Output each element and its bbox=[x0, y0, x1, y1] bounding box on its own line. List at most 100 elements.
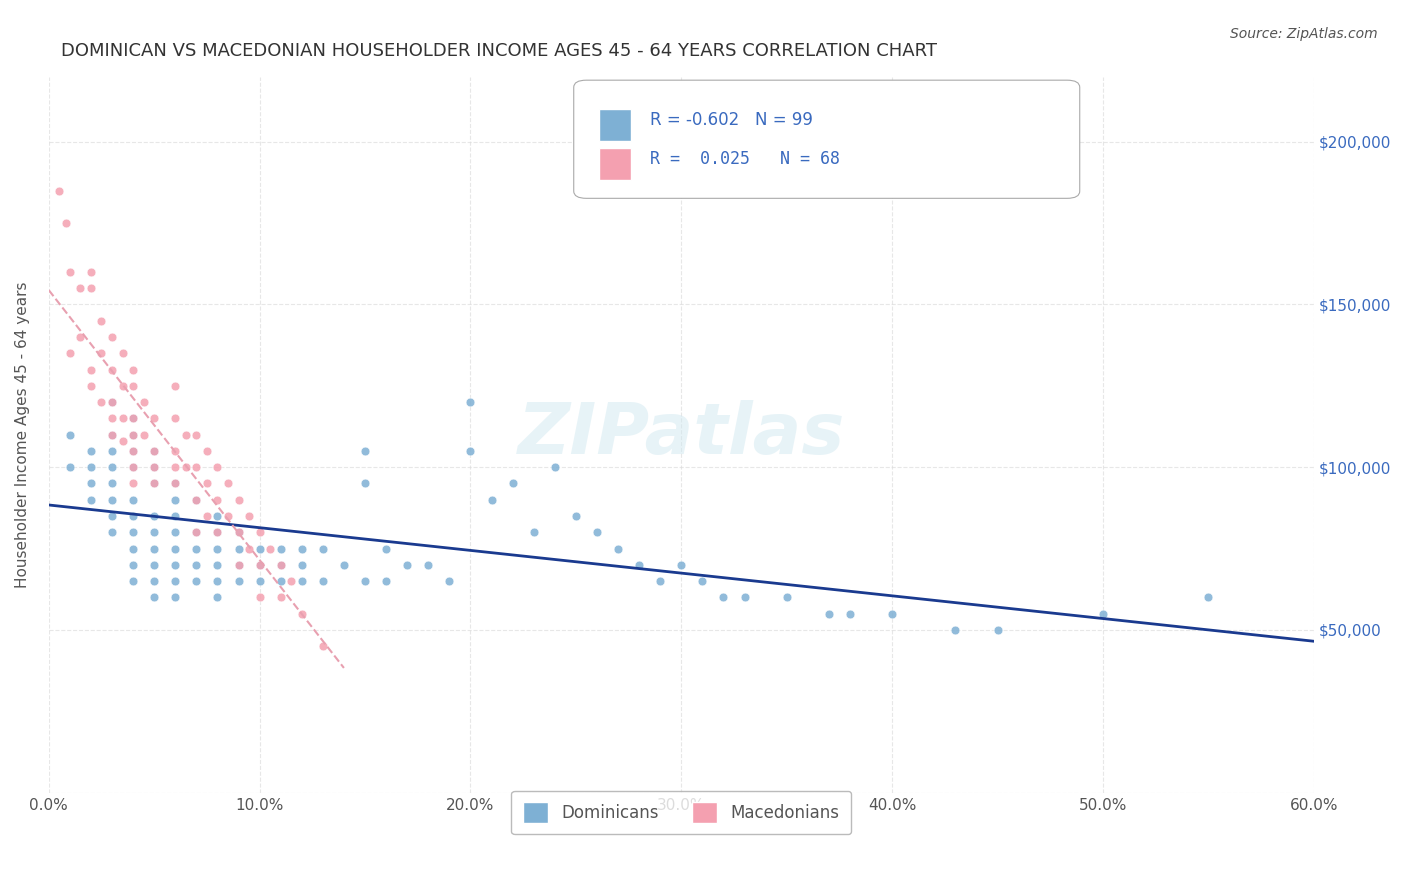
Point bbox=[122, 427, 145, 442]
Point bbox=[101, 330, 124, 344]
Point bbox=[80, 492, 103, 507]
Point bbox=[481, 492, 503, 507]
Point bbox=[165, 591, 187, 605]
Point bbox=[523, 525, 546, 540]
Point bbox=[228, 525, 250, 540]
Point bbox=[333, 558, 356, 572]
Point bbox=[238, 541, 260, 556]
Point bbox=[101, 443, 124, 458]
Point bbox=[55, 216, 77, 230]
Point bbox=[186, 525, 208, 540]
Point bbox=[439, 574, 461, 588]
Point bbox=[259, 541, 281, 556]
Point bbox=[586, 525, 609, 540]
Point bbox=[122, 476, 145, 491]
Point bbox=[143, 460, 166, 475]
Point bbox=[207, 525, 229, 540]
Point bbox=[228, 492, 250, 507]
Bar bbox=[599, 109, 631, 141]
Text: ZIPatlas: ZIPatlas bbox=[517, 401, 845, 469]
Point bbox=[132, 395, 155, 409]
Point bbox=[101, 411, 124, 425]
Point bbox=[270, 574, 292, 588]
Point bbox=[101, 476, 124, 491]
Point bbox=[165, 379, 187, 393]
Point bbox=[174, 460, 197, 475]
Point bbox=[111, 434, 134, 449]
Point bbox=[502, 476, 524, 491]
Point bbox=[650, 574, 672, 588]
Point bbox=[122, 443, 145, 458]
Point bbox=[101, 427, 124, 442]
Point bbox=[186, 427, 208, 442]
Point bbox=[628, 558, 651, 572]
Point bbox=[207, 591, 229, 605]
Point bbox=[143, 591, 166, 605]
Point bbox=[354, 476, 377, 491]
Point bbox=[186, 492, 208, 507]
Text: Source: ZipAtlas.com: Source: ZipAtlas.com bbox=[1230, 27, 1378, 41]
Point bbox=[207, 558, 229, 572]
Point bbox=[249, 541, 271, 556]
Point bbox=[111, 379, 134, 393]
Point bbox=[80, 362, 103, 376]
Point bbox=[165, 574, 187, 588]
Point bbox=[228, 558, 250, 572]
Point bbox=[228, 541, 250, 556]
Point bbox=[460, 443, 482, 458]
Point bbox=[101, 362, 124, 376]
Point bbox=[80, 460, 103, 475]
Point bbox=[111, 411, 134, 425]
Point bbox=[165, 476, 187, 491]
Point bbox=[280, 574, 302, 588]
Point bbox=[59, 265, 82, 279]
Point bbox=[101, 525, 124, 540]
Point bbox=[165, 558, 187, 572]
Point bbox=[132, 427, 155, 442]
Point bbox=[165, 525, 187, 540]
Text: R = -0.602   N = 99: R = -0.602 N = 99 bbox=[650, 111, 813, 128]
Point bbox=[80, 281, 103, 295]
Point bbox=[90, 395, 112, 409]
Point bbox=[1197, 591, 1219, 605]
FancyBboxPatch shape bbox=[574, 80, 1080, 198]
Point bbox=[122, 427, 145, 442]
Point bbox=[174, 427, 197, 442]
Text: R =  0.025   N = 68: R = 0.025 N = 68 bbox=[650, 150, 839, 168]
Point bbox=[90, 314, 112, 328]
Point bbox=[101, 395, 124, 409]
Point bbox=[186, 492, 208, 507]
Point bbox=[186, 525, 208, 540]
Point bbox=[418, 558, 440, 572]
Point bbox=[101, 492, 124, 507]
Point bbox=[270, 541, 292, 556]
Point bbox=[207, 508, 229, 523]
Point bbox=[291, 574, 314, 588]
Point bbox=[207, 525, 229, 540]
Point bbox=[101, 395, 124, 409]
Text: DOMINICAN VS MACEDONIAN HOUSEHOLDER INCOME AGES 45 - 64 YEARS CORRELATION CHART: DOMINICAN VS MACEDONIAN HOUSEHOLDER INCO… bbox=[62, 42, 938, 60]
Point bbox=[143, 525, 166, 540]
Point bbox=[143, 460, 166, 475]
Point bbox=[270, 591, 292, 605]
Point bbox=[122, 558, 145, 572]
Point bbox=[249, 558, 271, 572]
Point bbox=[838, 607, 860, 621]
Point bbox=[375, 541, 398, 556]
Point bbox=[122, 362, 145, 376]
Point bbox=[143, 476, 166, 491]
Y-axis label: Householder Income Ages 45 - 64 years: Householder Income Ages 45 - 64 years bbox=[15, 281, 30, 588]
Point bbox=[69, 281, 91, 295]
Point bbox=[291, 607, 314, 621]
Point bbox=[165, 443, 187, 458]
Point bbox=[59, 346, 82, 360]
Point bbox=[207, 574, 229, 588]
Point bbox=[249, 525, 271, 540]
Point bbox=[312, 639, 335, 653]
Point bbox=[354, 443, 377, 458]
Point bbox=[59, 427, 82, 442]
Point bbox=[165, 411, 187, 425]
Point bbox=[692, 574, 714, 588]
Point bbox=[59, 460, 82, 475]
Point bbox=[101, 460, 124, 475]
